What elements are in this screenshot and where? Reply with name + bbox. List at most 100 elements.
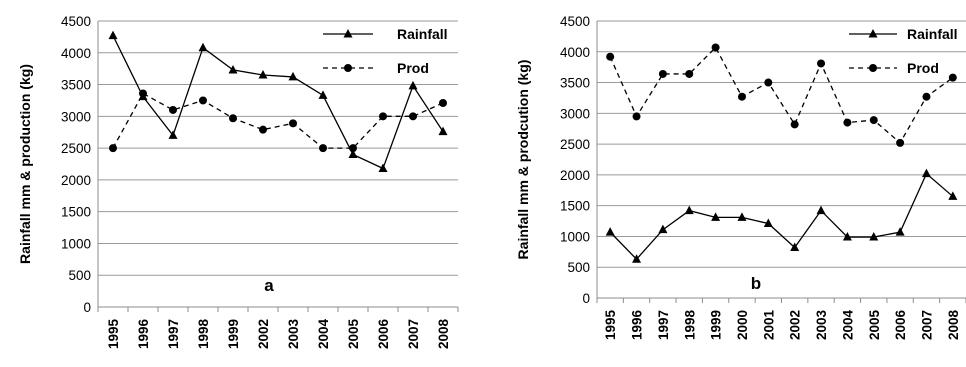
data-point-rainfall [378,163,388,172]
data-point-prod [869,116,878,125]
panel-label: b [751,274,761,293]
data-point-prod [711,43,720,52]
x-tick-label: 1996 [136,319,151,350]
legend-marker-rainfall [343,29,353,38]
legend-marker-prod [869,64,877,72]
y-axis-title: Rainfall mm & production (kg) [17,64,33,264]
data-point-prod [658,69,667,78]
data-point-prod [139,89,147,98]
x-tick-label: 2002 [788,310,803,340]
data-point-rainfall [288,71,298,81]
x-tick-label: 2004 [840,310,855,341]
data-point-prod [439,98,447,107]
data-point-rainfall [198,42,208,52]
data-point-rainfall [711,212,721,221]
x-tick-label: 1996 [630,310,645,341]
data-point-rainfall [438,126,448,136]
data-point-prod [289,119,297,128]
series-line-rainfall [112,35,444,170]
y-tick-label: 1500 [560,199,590,214]
x-tick-label: 1997 [166,319,181,349]
y-tick-label: 4500 [560,14,590,29]
data-point-prod [109,144,117,153]
y-tick-label: 2000 [560,168,590,183]
y-tick-label: 3000 [61,109,91,124]
data-point-rainfall [842,232,852,241]
y-tick-label: 2000 [61,173,91,188]
data-point-prod [259,125,267,134]
data-point-rainfall [605,227,615,236]
y-tick-label: 0 [83,300,91,315]
y-tick-label: 1500 [61,205,91,220]
legend-label-prod: Prod [907,60,939,76]
x-tick-label: 2004 [316,319,331,350]
data-point-prod [199,96,207,105]
legend-marker-rainfall [868,29,878,38]
data-point-rainfall [737,212,747,221]
data-point-rainfall [684,205,694,215]
data-point-prod [948,73,957,82]
y-axis-title: Rainfall mm & prodcution (kg) [515,60,531,260]
x-tick-label: 1995 [106,319,121,350]
y-tick-label: 500 [68,268,91,283]
data-point-rainfall [348,149,358,158]
y-tick-label: 3500 [61,78,91,93]
y-tick-label: 0 [582,291,590,306]
y-tick-label: 2500 [560,137,590,152]
x-tick-label: 2007 [919,310,934,340]
data-point-rainfall [948,191,958,200]
series-line-rainfall [609,172,954,261]
data-point-prod [349,144,357,153]
data-point-prod [790,120,799,129]
x-tick-label: 2005 [346,319,361,350]
data-point-prod [319,144,327,153]
y-tick-label: 4000 [560,45,590,60]
legend-label-prod: Prod [397,60,429,76]
x-tick-label: 2002 [256,319,271,349]
data-point-prod [632,112,641,121]
y-tick-label: 1000 [61,236,91,251]
panel-label: a [264,276,274,295]
x-tick-label: 2003 [814,310,829,341]
data-point-rainfall [168,130,178,139]
x-tick-label: 1998 [682,310,697,341]
data-point-prod [764,78,773,87]
y-tick-label: 4500 [61,14,91,29]
x-tick-label: 1997 [656,310,671,340]
x-tick-label: 2000 [735,310,750,340]
data-point-prod [409,112,417,121]
data-point-prod [922,92,931,101]
x-tick-label: 2007 [406,319,421,349]
data-point-rainfall [228,64,238,74]
data-point-prod [606,52,615,61]
legend-label-rainfall: Rainfall [397,26,448,42]
y-tick-label: 500 [567,260,590,275]
data-point-prod [229,114,237,123]
x-tick-label: 1999 [709,310,724,340]
data-point-prod [169,105,177,114]
data-point-rainfall [869,232,879,241]
data-point-rainfall [790,242,800,252]
data-point-rainfall [816,205,826,215]
series-line-prod [112,92,444,149]
data-point-rainfall [108,30,118,40]
data-point-rainfall [318,90,328,99]
legend-label-rainfall: Rainfall [907,26,958,42]
y-tick-label: 1000 [560,229,590,244]
y-tick-label: 3000 [560,106,590,121]
x-tick-label: 2006 [893,310,908,341]
data-point-rainfall [763,218,773,228]
x-tick-label: 1998 [196,319,211,350]
data-point-rainfall [408,80,418,90]
data-point-rainfall [658,224,668,234]
y-tick-label: 3500 [560,76,590,91]
data-point-rainfall [632,254,642,263]
x-tick-label: 2008 [946,310,961,341]
data-point-prod [685,69,694,78]
x-tick-label: 2003 [286,319,301,350]
data-point-prod [817,59,826,68]
data-point-prod [379,112,387,121]
data-point-prod [896,138,905,147]
series-line-prod [609,46,954,144]
